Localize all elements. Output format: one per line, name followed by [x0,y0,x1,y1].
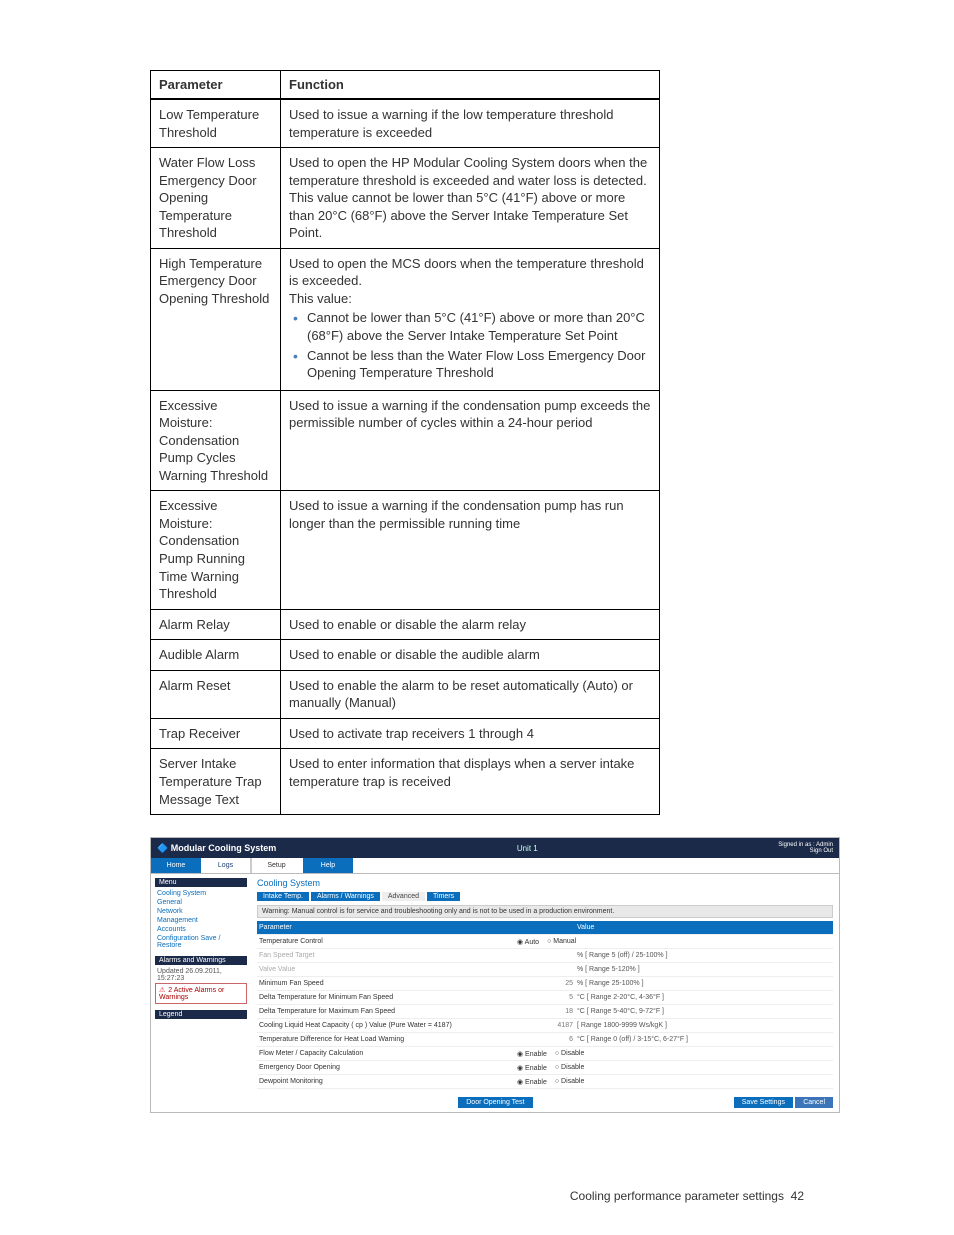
main-pane: Cooling System Intake Temp.Alarms / Warn… [251,874,839,1112]
function-cell: Used to open the MCS doors when the temp… [281,248,660,390]
param-cell: Trap Receiver [151,718,281,749]
setup-tab[interactable]: Alarms / Warnings [311,892,380,901]
param-cell: High Temperature Emergency Door Opening … [151,248,281,390]
radio-option[interactable]: ○ Manual [547,938,576,946]
admin-ui-screenshot: 🔷 Modular Cooling System Unit 1 Signed i… [150,837,840,1113]
leftnav-item[interactable]: Accounts [155,925,247,934]
alarms-updated: Updated 26.09.2011, 15:27:23 [155,967,247,983]
page-footer: Cooling performance parameter settings 4… [570,1189,804,1203]
legend-header: Legend [155,1010,247,1019]
setup-tab[interactable]: Intake Temp. [257,892,309,901]
leftnav-item[interactable]: Network [155,907,247,916]
active-alarms[interactable]: 2 Active Alarms or Warnings [155,983,247,1004]
config-row: Temperature Control◉ Auto○ Manual [257,935,833,949]
param-cell: Alarm Reset [151,670,281,718]
left-nav: Menu Cooling SystemGeneralNetworkManagem… [151,874,251,1112]
unit-label: Unit 1 [282,844,772,853]
param-cell: Excessive Moisture: Condensation Pump Cy… [151,390,281,491]
radio-option[interactable]: ◉ Enable [517,1078,547,1086]
function-cell: Used to issue a warning if the condensat… [281,390,660,491]
config-row: Emergency Door Opening◉ Enable○ Disable [257,1061,833,1075]
nav-help[interactable]: Help [303,858,353,873]
config-row: Delta Temperature for Maximum Fan Speed1… [257,1005,833,1019]
config-value[interactable]: 5 [517,994,577,1001]
function-cell: Used to enter information that displays … [281,749,660,815]
function-cell: Used to open the HP Modular Cooling Syst… [281,148,660,249]
signed-in-label: Signed in as : AdminSign Out [778,842,833,854]
leftnav-item[interactable]: Configuration Save / Restore [155,934,247,950]
leftnav-item[interactable]: Cooling System [155,889,247,898]
param-cell: Low Temperature Threshold [151,99,281,148]
function-cell: Used to enable or disable the alarm rela… [281,609,660,640]
function-cell: Used to issue a warning if the condensat… [281,491,660,609]
setup-tab[interactable]: Timers [427,892,460,901]
config-row: Fan Speed Target% [ Range 5 (off) / 25-1… [257,949,833,963]
function-cell: Used to enable the alarm to be reset aut… [281,670,660,718]
nav-home[interactable]: Home [151,858,201,873]
leftnav-item[interactable]: Management [155,916,247,925]
config-row: Delta Temperature for Minimum Fan Speed5… [257,991,833,1005]
col-header-parameter: Parameter [151,71,281,100]
radio-option[interactable]: ◉ Auto [517,938,539,946]
primary-nav: Home Logs Setup Help [151,858,839,874]
function-cell: Used to enable or disable the audible al… [281,640,660,671]
function-cell: Used to issue a warning if the low tempe… [281,99,660,148]
config-row: Dewpoint Monitoring◉ Enable○ Disable [257,1075,833,1089]
config-value[interactable]: 18 [517,1008,577,1015]
logo-label: 🔷 Modular Cooling System [157,843,276,854]
config-value[interactable]: 25 [517,980,577,987]
leftnav-item[interactable]: General [155,898,247,907]
config-value[interactable]: 6 [517,1036,577,1043]
param-cell: Server Intake Temperature Trap Message T… [151,749,281,815]
warning-banner: Warning: Manual control is for service a… [257,905,833,918]
tab-row: Intake Temp.Alarms / WarningsAdvancedTim… [257,892,833,901]
radio-option[interactable]: ○ Disable [555,1064,585,1072]
parameter-function-table: Parameter Function Low Temperature Thres… [150,70,660,815]
radio-option[interactable]: ◉ Enable [517,1050,547,1058]
radio-option[interactable]: ○ Disable [555,1078,585,1086]
param-cell: Alarm Relay [151,609,281,640]
door-opening-test-button[interactable]: Door Opening Test [458,1097,532,1108]
config-row: Minimum Fan Speed25% [ Range 25-100% ] [257,977,833,991]
config-row: Valve Value% [ Range 5-120% ] [257,963,833,977]
function-cell: Used to activate trap receivers 1 throug… [281,718,660,749]
col-header-function: Function [281,71,660,100]
left-menu-header: Menu [155,878,247,887]
param-cell: Excessive Moisture: Condensation Pump Ru… [151,491,281,609]
nav-logs[interactable]: Logs [201,858,251,873]
cancel-button[interactable]: Cancel [795,1097,833,1108]
param-cell: Water Flow Loss Emergency Door Opening T… [151,148,281,249]
radio-option[interactable]: ◉ Enable [517,1064,547,1072]
radio-option[interactable]: ○ Disable [555,1050,585,1058]
config-row: Flow Meter / Capacity Calculation◉ Enabl… [257,1047,833,1061]
save-settings-button[interactable]: Save Settings [734,1097,793,1108]
config-row: Cooling Liquid Heat Capacity ( cp ) Valu… [257,1019,833,1033]
config-value[interactable]: 4187 [517,1022,577,1029]
alarms-header: Alarms and Warnings [155,956,247,965]
main-title: Cooling System [257,878,833,888]
nav-setup[interactable]: Setup [251,858,301,873]
config-header-row: Parameter Value [257,921,833,935]
param-cell: Audible Alarm [151,640,281,671]
config-row: Temperature Difference for Heat Load War… [257,1033,833,1047]
setup-tab[interactable]: Advanced [382,892,425,901]
